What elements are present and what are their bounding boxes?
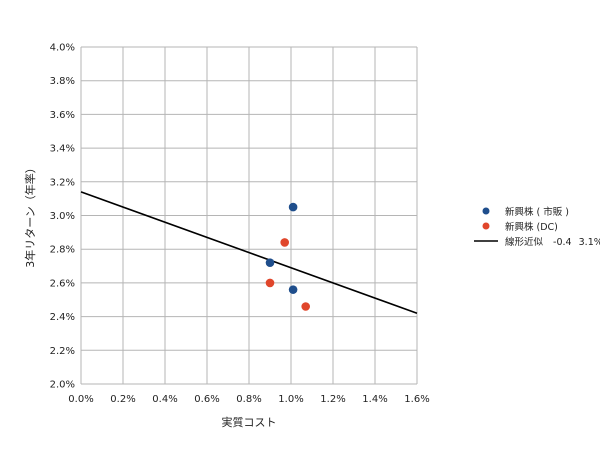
- trendline: [80, 191, 418, 314]
- y-tick-label: 2.0%: [50, 380, 75, 391]
- y-tick-label: 3.0%: [50, 211, 75, 222]
- x-tick-label: 0.4%: [152, 394, 177, 405]
- y-tick-label: 2.6%: [50, 278, 75, 289]
- x-tick-labels: 0.0% 0.2% 0.4% 0.6% 0.8% 1.0% 1.2% 1.4% 1.6%: [68, 394, 429, 405]
- trendline-name: 線形近似: [505, 236, 544, 248]
- legend-label-series-2: 新興株 (DC): [505, 221, 558, 233]
- data-points-layer: [265, 202, 311, 311]
- y-tick-labels: 2.0% 2.2% 2.4% 2.6% 2.8% 3.0% 3.2% 3.4% 3.6% 3.8%…: [50, 43, 75, 391]
- data-point-series-2: [280, 238, 290, 247]
- y-tick-label: 2.8%: [50, 245, 75, 256]
- grid-lines: [80, 46, 418, 385]
- data-point-series-1: [288, 285, 298, 294]
- data-point-series-2: [265, 278, 275, 288]
- y-tick-label: 3.6%: [50, 110, 75, 121]
- legend: 新興株 ( 市販 ) 新興株 (DC) 線形近似 -0.4 3.1%: [474, 206, 600, 248]
- x-tick-label: 1.4%: [362, 394, 387, 405]
- data-point-series-1: [288, 202, 298, 212]
- legend-marker-series-1: [482, 207, 490, 215]
- y-tick-label: 2.2%: [50, 346, 75, 357]
- x-tick-label: 0.8%: [236, 394, 261, 405]
- legend-label-series-1: 新興株 ( 市販 ): [505, 206, 569, 218]
- x-tick-label: 1.2%: [320, 394, 345, 405]
- x-tick-label: 1.6%: [404, 394, 429, 405]
- x-tick-label: 0.2%: [110, 394, 135, 405]
- x-axis-label: 実質コスト: [222, 415, 277, 429]
- legend-label-trendline: 線形近似 -0.4 3.1%: [505, 236, 600, 248]
- x-tick-label: 0.6%: [194, 394, 219, 405]
- data-point-series-1: [265, 258, 275, 267]
- x-tick-label: 0.0%: [68, 394, 93, 405]
- legend-marker-series-2: [482, 222, 490, 230]
- y-axis-label: 3年リターン（年率）: [23, 162, 37, 267]
- y-tick-label: 4.0%: [50, 43, 75, 54]
- y-tick-label: 3.4%: [50, 144, 75, 155]
- trendline-layer: [80, 191, 418, 314]
- data-point-series-2: [301, 302, 311, 311]
- y-tick-label: 3.2%: [50, 177, 75, 188]
- y-tick-label: 2.4%: [50, 312, 75, 323]
- trendline-slope: -0.4: [553, 237, 572, 248]
- y-tick-label: 3.8%: [50, 76, 75, 87]
- x-tick-label: 1.0%: [278, 394, 303, 405]
- trendline-intercept: 3.1%: [579, 237, 600, 248]
